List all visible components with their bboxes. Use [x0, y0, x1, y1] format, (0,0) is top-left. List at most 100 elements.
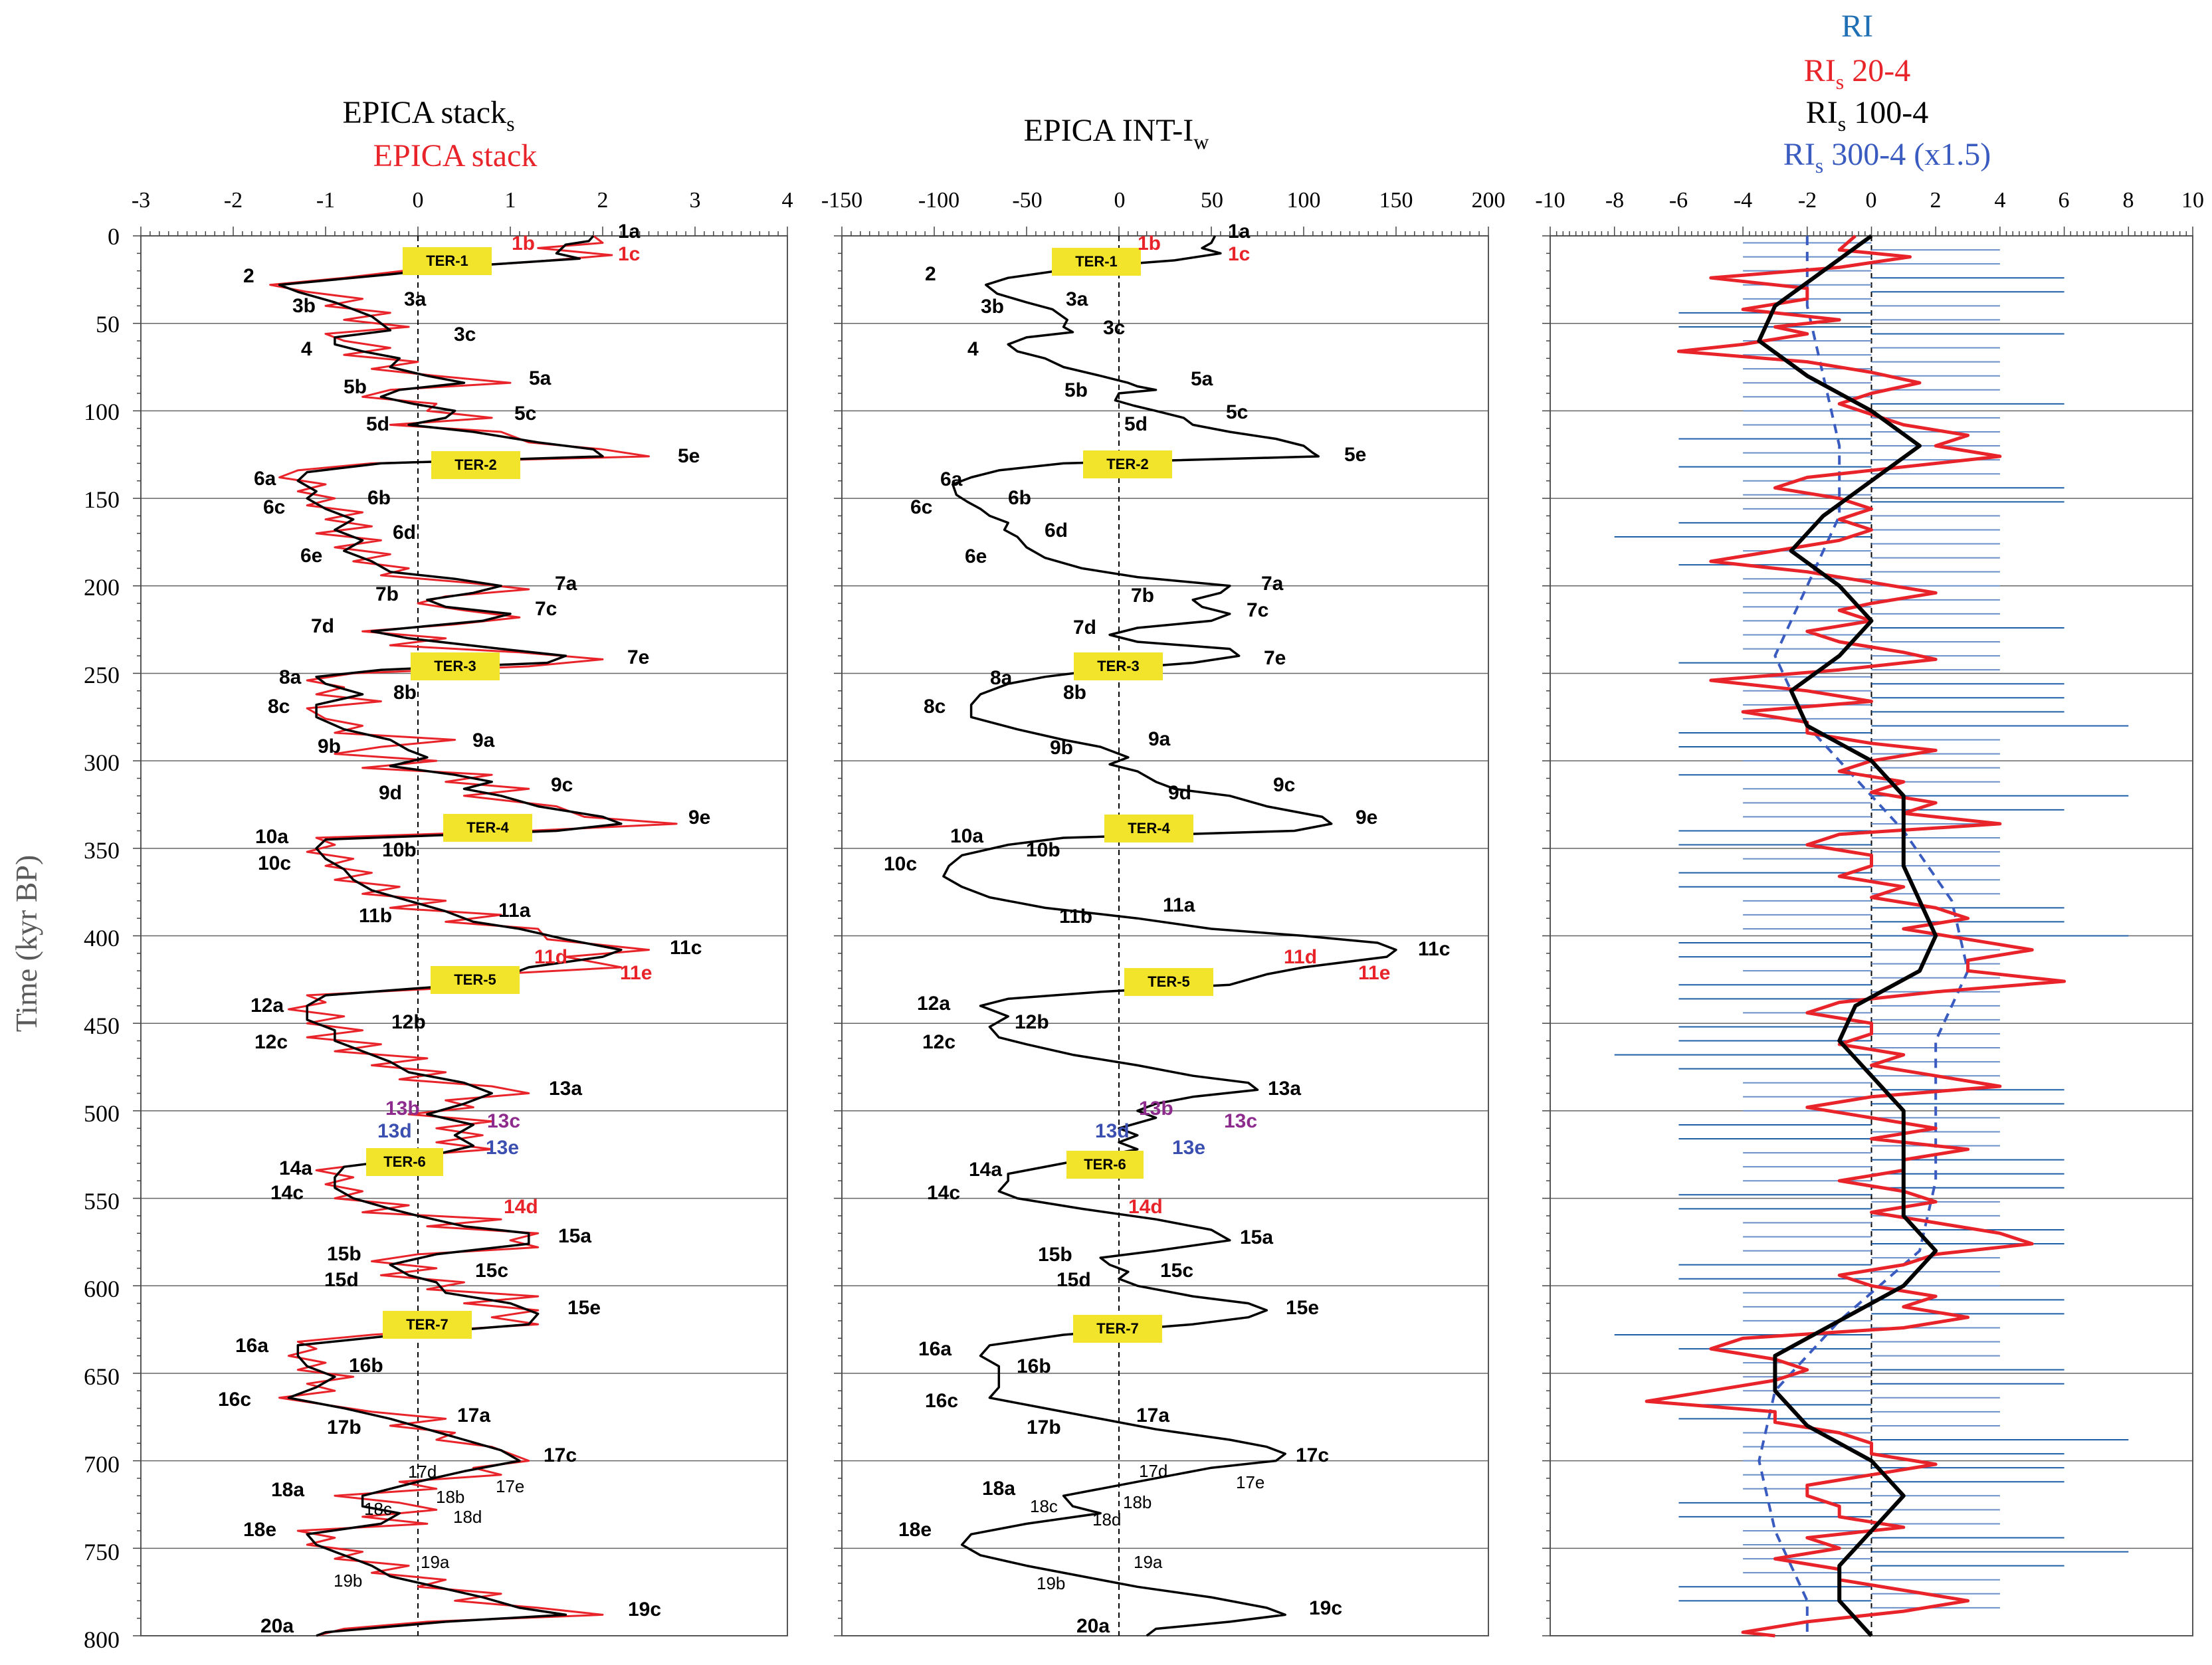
x-tick-label: -100 [918, 188, 959, 213]
stage-label: 7c [1247, 599, 1268, 621]
x-tick-label: 50 [1201, 188, 1223, 213]
stage-label: 9b [1050, 737, 1073, 759]
stage-label: 9d [379, 782, 402, 804]
svg-text:TER-4: TER-4 [466, 819, 509, 836]
svg-text:TER-7: TER-7 [1096, 1320, 1139, 1337]
svg-text:TER-5: TER-5 [454, 971, 496, 988]
x-tick-label: 0 [1866, 188, 1877, 213]
stage-label: 19b [1037, 1573, 1065, 1593]
stage-label: 17c [1296, 1444, 1329, 1466]
ter-badge: TER-2 [1083, 450, 1172, 478]
stage-label: 8a [279, 666, 302, 688]
y-tick-label: 100 [84, 399, 120, 425]
x-tick-label: 1 [505, 188, 516, 213]
stage-label: 11c [670, 937, 702, 959]
ter-badge: TER-3 [1074, 652, 1163, 680]
stage-label: 10c [258, 852, 291, 874]
y-tick-label: 150 [84, 486, 120, 513]
stage-label: 17a [1136, 1405, 1169, 1426]
stage-label: 4 [301, 338, 312, 360]
stage-label: 18e [898, 1519, 932, 1541]
stage-label: 13c [487, 1110, 520, 1132]
x-tick-label: -1 [316, 188, 335, 213]
stage-label: 16c [218, 1389, 251, 1411]
stage-label: 7a [1261, 573, 1284, 595]
ter-badge: TER-1 [1052, 248, 1141, 276]
stage-label: 13e [486, 1137, 519, 1159]
stage-label: 7e [627, 646, 649, 668]
stage-label: 14c [927, 1182, 960, 1204]
stage-label: 17b [1027, 1417, 1061, 1438]
ter-badge: TER-7 [383, 1311, 472, 1339]
stage-label: 9b [318, 735, 341, 757]
stage-label: 11b [1059, 906, 1092, 928]
stage-label: 14a [279, 1157, 312, 1179]
stage-label: 7b [1131, 585, 1154, 607]
stage-label: 9e [688, 807, 710, 829]
stage-label: 5e [678, 445, 700, 467]
ter-badge: TER-6 [1066, 1151, 1144, 1179]
middle-ter-labels: TER-1 TER-2 TER-3 TER-4 TER-5 TER-6 TER-… [1052, 248, 1213, 1343]
series-epica-int-iw [942, 235, 1397, 1637]
stage-label: 9a [472, 730, 495, 751]
middle-title: EPICA INT-Iw [1024, 113, 1209, 153]
stage-label: 3c [454, 324, 476, 345]
x-tick-label: -3 [132, 188, 150, 213]
series-ri20 [1645, 235, 2066, 1638]
y-tick-label: 550 [84, 1188, 120, 1215]
stage-label: 15a [1240, 1226, 1273, 1248]
stage-label: 5b [1064, 379, 1088, 401]
stage-label: 15d [1056, 1269, 1091, 1291]
stage-label: 9c [551, 774, 573, 796]
svg-text:TER-2: TER-2 [454, 456, 497, 473]
stage-label: 14d [1128, 1196, 1163, 1218]
stage-label: 10a [950, 825, 983, 847]
ter-badge: TER-7 [1073, 1315, 1162, 1343]
series-layer [269, 234, 2129, 1638]
stage-label: 17d [1139, 1461, 1167, 1481]
left-title-line1: EPICA stacks [342, 95, 514, 136]
x-tick-label: 4 [1995, 188, 2006, 213]
stage-label: 11d [1284, 946, 1317, 968]
stage-label: 19a [1134, 1552, 1163, 1572]
stage-label: 5a [529, 367, 552, 389]
stage-label: 20a [260, 1615, 294, 1637]
ter-badge: TER-4 [443, 814, 532, 842]
stage-label: 18b [436, 1487, 464, 1507]
stage-label: 16b [1017, 1355, 1051, 1377]
ter-badge: TER-2 [431, 451, 520, 479]
svg-text:TER-1: TER-1 [426, 252, 468, 269]
stage-label: 11a [498, 900, 531, 922]
stage-label: 11e [620, 962, 652, 984]
stage-label: 6c [263, 496, 285, 518]
middle-stage-labels: 1a 2 3b 3a 3c 4 5a 5b 5c 5d 5e 6a 6b 6c … [884, 221, 1450, 1637]
x-tick-label: 3 [690, 188, 701, 213]
stage-label: 5a [1191, 368, 1213, 390]
series-ri300 [1758, 236, 1969, 1636]
stage-label: 1b [512, 233, 535, 254]
left-stage-labels: 1a 2 3b 3a 3c 4 5a 5b 5c 5d 5e 6a 6b 6c … [218, 221, 710, 1637]
x-tick-label: 6 [2059, 188, 2070, 213]
ter-badge: TER-6 [366, 1148, 443, 1176]
stage-label: 8c [924, 696, 946, 718]
y-tick-label: 350 [84, 837, 120, 864]
stage-label: 12c [254, 1031, 288, 1053]
svg-text:TER-3: TER-3 [1097, 658, 1140, 674]
svg-text:TER-4: TER-4 [1128, 820, 1170, 836]
stage-label: 18c [364, 1499, 392, 1519]
stage-label: 12a [251, 995, 284, 1017]
y-tick-label: 700 [84, 1451, 120, 1478]
stage-label: 1c [1228, 243, 1250, 265]
stage-label: 6b [367, 487, 391, 509]
y-tick-label: 50 [96, 311, 120, 338]
x-tick-label: -2 [224, 188, 243, 213]
series-epica-stack-s [278, 235, 623, 1637]
stage-label: 17c [544, 1444, 577, 1466]
ter-badge: TER-1 [403, 247, 492, 275]
stage-label: 18a [271, 1479, 304, 1501]
stage-label: 3c [1103, 317, 1125, 339]
y-tick-label: 650 [84, 1363, 120, 1390]
stage-label: 9e [1356, 807, 1377, 829]
stage-label: 2 [925, 263, 936, 285]
x-tick-label: -4 [1734, 188, 1752, 213]
